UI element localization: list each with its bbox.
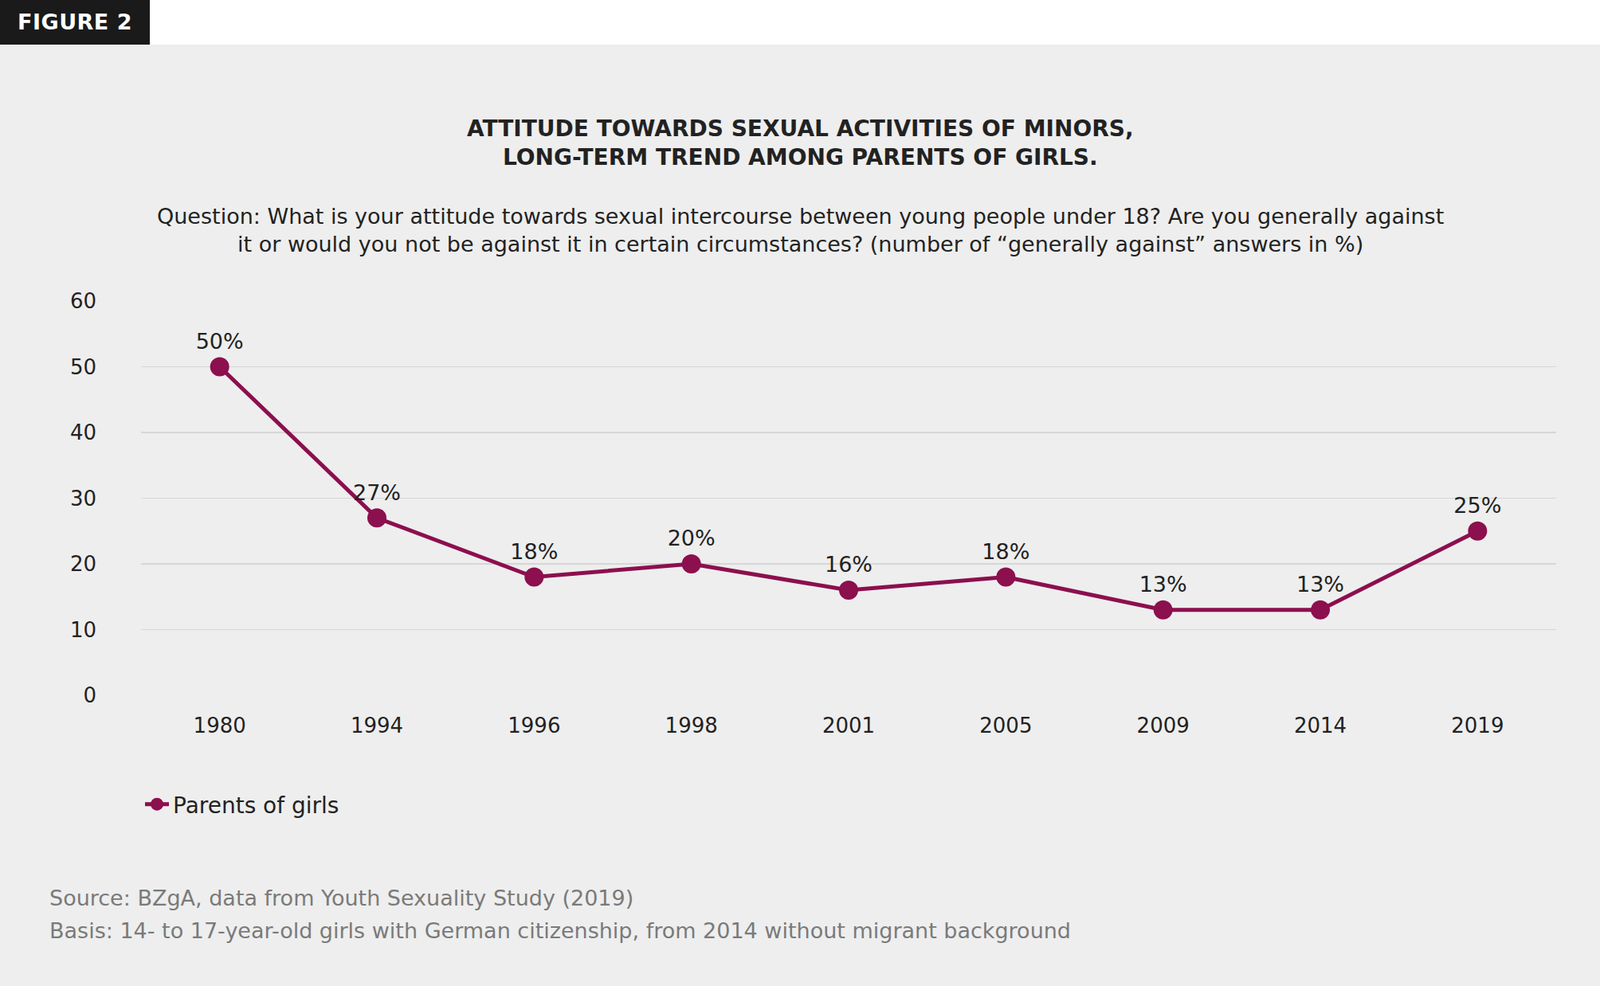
svg-text:13%: 13% — [1139, 572, 1188, 597]
svg-text:50%: 50% — [196, 329, 244, 354]
svg-text:18%: 18% — [509, 539, 558, 565]
svg-text:2019: 2019 — [1450, 713, 1504, 738]
svg-text:27%: 27% — [352, 480, 401, 506]
svg-text:1996: 1996 — [507, 713, 561, 738]
svg-text:40: 40 — [70, 420, 97, 445]
svg-text:1980: 1980 — [193, 713, 247, 738]
svg-text:60: 60 — [70, 289, 97, 314]
svg-text:2009: 2009 — [1137, 713, 1190, 738]
svg-text:1998: 1998 — [665, 713, 718, 738]
svg-text:13%: 13% — [1296, 572, 1345, 597]
svg-text:Parents of girls: Parents of girls — [172, 792, 339, 820]
svg-text:2001: 2001 — [822, 713, 875, 738]
svg-text:Source: BZgA, data from Youth: Source: BZgA, data from Youth Sexuality … — [49, 886, 634, 911]
svg-text:2014: 2014 — [1294, 713, 1347, 738]
svg-text:1994: 1994 — [350, 713, 404, 738]
svg-text:18%: 18% — [981, 539, 1030, 565]
svg-text:20: 20 — [70, 552, 97, 577]
svg-text:2005: 2005 — [979, 713, 1032, 738]
svg-text:25%: 25% — [1453, 493, 1502, 518]
svg-text:0: 0 — [82, 683, 97, 708]
svg-text:30: 30 — [70, 486, 97, 511]
svg-text:10: 10 — [70, 618, 97, 643]
svg-text:20%: 20% — [667, 525, 716, 551]
svg-text:Question: What is your attitud: Question: What is your attitude towards … — [156, 203, 1444, 257]
svg-text:16%: 16% — [824, 552, 873, 577]
svg-text:50: 50 — [70, 355, 97, 380]
svg-text:Basis: 14- to 17-year-old girl: Basis: 14- to 17-year-old girls with Ger… — [49, 918, 1071, 944]
svg-text:ATTITUDE TOWARDS SEXUAL ACTIVI: ATTITUDE TOWARDS SEXUAL ACTIVITIES OF MI… — [466, 115, 1134, 171]
